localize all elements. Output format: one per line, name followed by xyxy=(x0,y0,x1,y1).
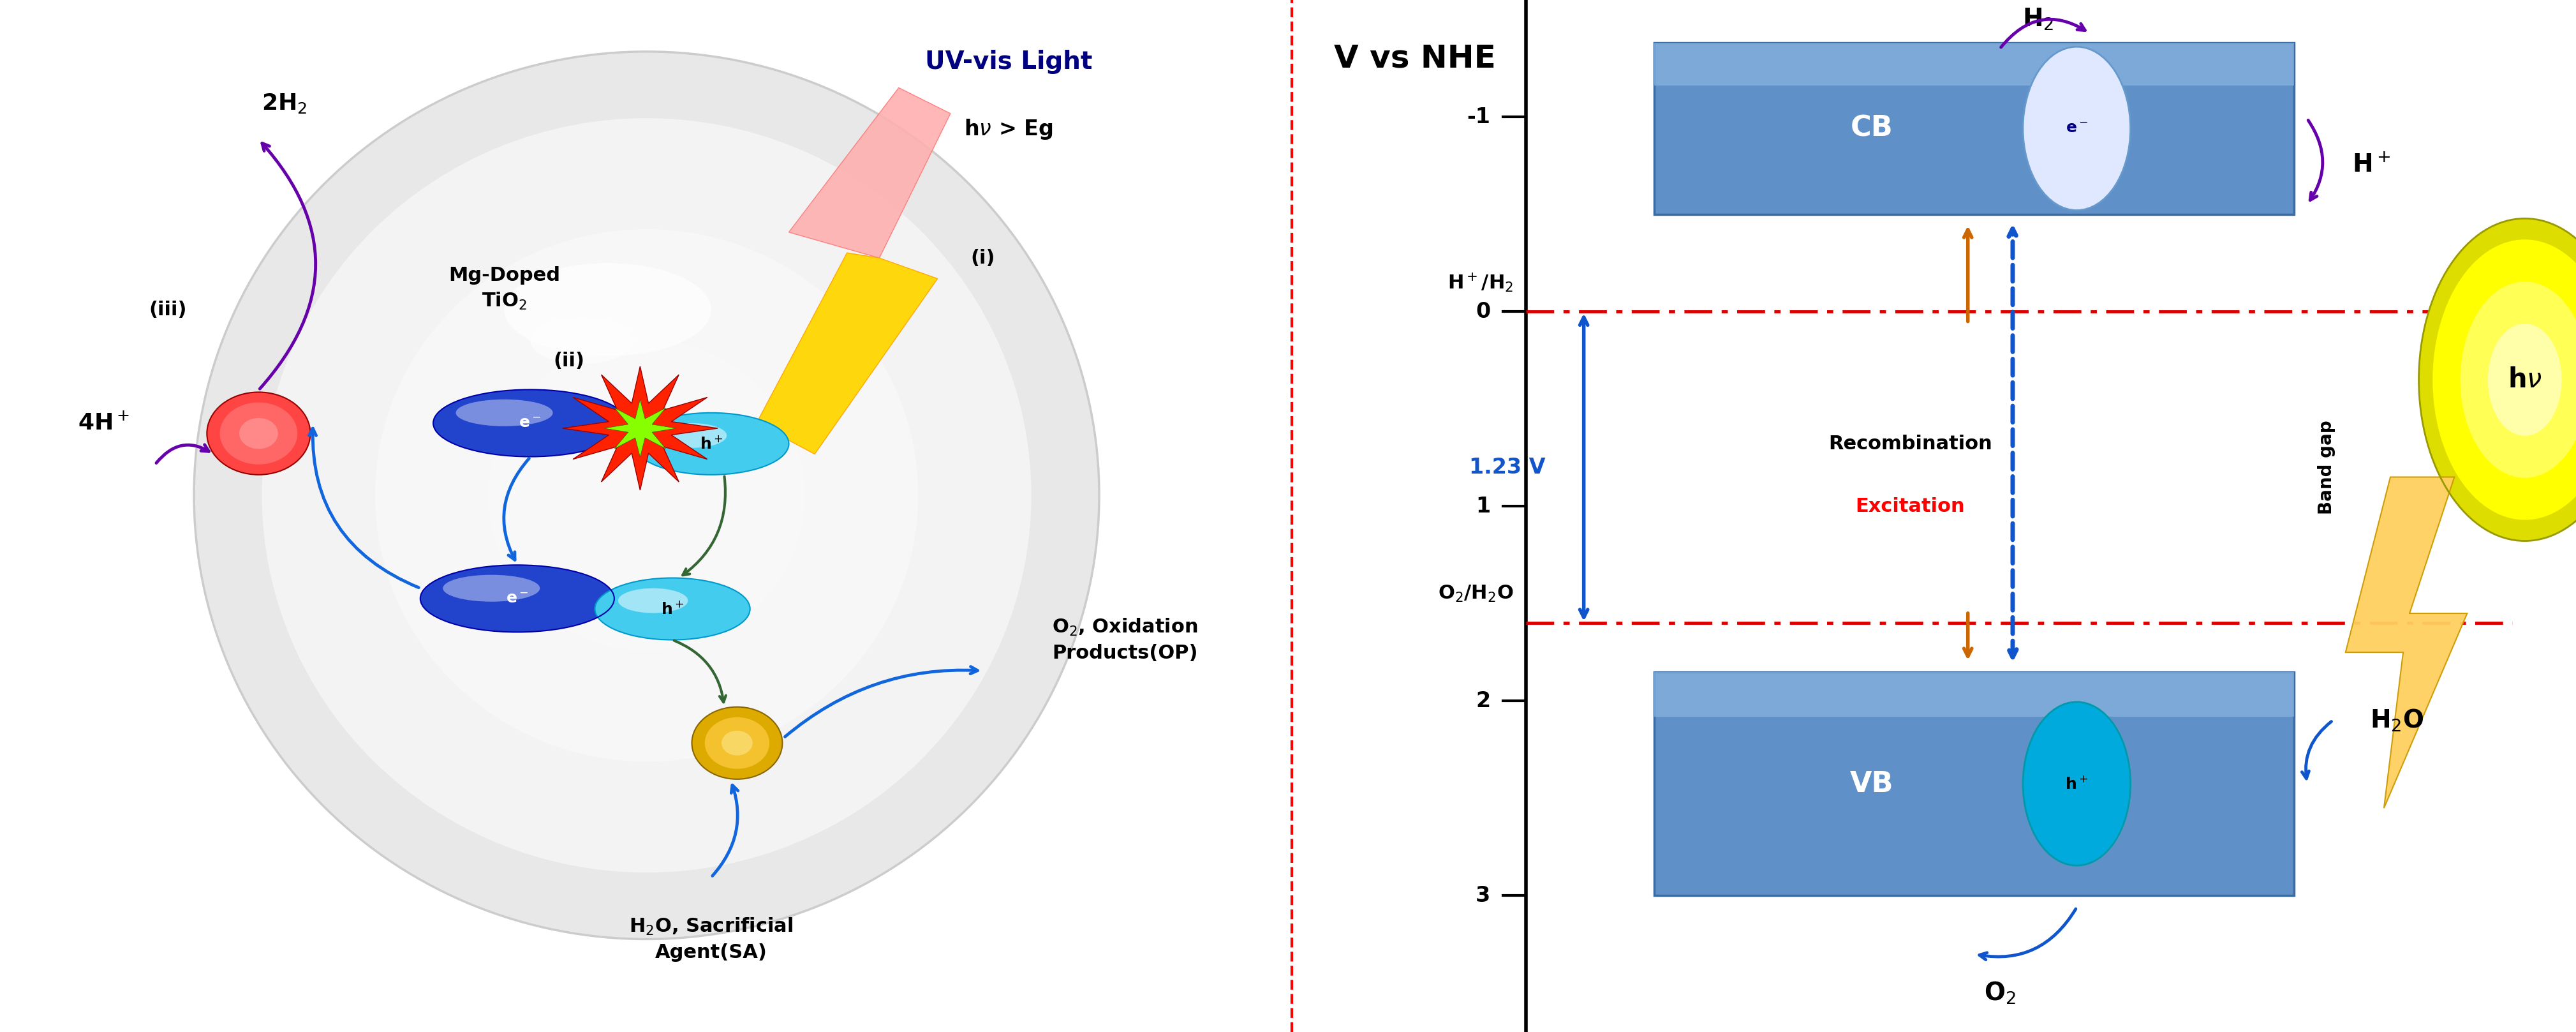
Text: 4H$^+$: 4H$^+$ xyxy=(77,412,129,434)
Text: VB: VB xyxy=(1850,770,1893,798)
Polygon shape xyxy=(757,253,938,454)
Polygon shape xyxy=(2347,477,2468,808)
Text: 1: 1 xyxy=(1476,495,1492,517)
Ellipse shape xyxy=(634,413,788,475)
FancyBboxPatch shape xyxy=(1654,43,2295,215)
Ellipse shape xyxy=(461,399,598,447)
Text: 0: 0 xyxy=(1476,301,1492,322)
Text: (ii): (ii) xyxy=(554,352,585,370)
Ellipse shape xyxy=(420,565,613,632)
Text: (iii): (iii) xyxy=(149,300,188,319)
Polygon shape xyxy=(603,399,677,457)
Circle shape xyxy=(2488,324,2561,436)
Circle shape xyxy=(721,731,752,755)
Text: 2: 2 xyxy=(1476,690,1492,711)
Text: H$^+$/H$_2$: H$^+$/H$_2$ xyxy=(1448,271,1512,293)
Text: H$_2$O, Sacrificial
Agent(SA): H$_2$O, Sacrificial Agent(SA) xyxy=(629,916,793,962)
Ellipse shape xyxy=(193,52,1100,939)
Circle shape xyxy=(2058,754,2097,813)
Circle shape xyxy=(2035,721,2117,846)
Ellipse shape xyxy=(595,578,750,640)
Text: 2H$_2$: 2H$_2$ xyxy=(263,92,307,115)
Text: O$_2$, Oxidation
Products(OP): O$_2$, Oxidation Products(OP) xyxy=(1051,617,1198,663)
Text: UV-vis Light: UV-vis Light xyxy=(925,50,1092,74)
Text: O$_2$: O$_2$ xyxy=(1984,980,2017,1006)
Ellipse shape xyxy=(618,588,688,613)
Text: h$^+$: h$^+$ xyxy=(662,601,685,617)
Text: H$_2$: H$_2$ xyxy=(2022,7,2053,32)
Circle shape xyxy=(206,392,309,475)
Text: CB: CB xyxy=(1850,115,1893,142)
FancyBboxPatch shape xyxy=(1654,672,2295,716)
Ellipse shape xyxy=(433,389,626,456)
Circle shape xyxy=(2058,99,2097,158)
Text: e$^-$: e$^-$ xyxy=(518,416,541,430)
Ellipse shape xyxy=(376,229,917,762)
Ellipse shape xyxy=(531,317,634,363)
Text: V vs NHE: V vs NHE xyxy=(1334,43,1497,73)
Text: h$\nu$ > Eg: h$\nu$ > Eg xyxy=(963,118,1054,140)
Circle shape xyxy=(2022,46,2130,211)
Circle shape xyxy=(693,707,783,779)
Text: H$_2$O: H$_2$O xyxy=(2370,708,2424,734)
Text: e$^-$: e$^-$ xyxy=(505,591,528,606)
Ellipse shape xyxy=(263,118,1030,872)
FancyBboxPatch shape xyxy=(1654,43,2295,86)
Text: Mg-Doped
TiO$_2$: Mg-Doped TiO$_2$ xyxy=(448,266,559,312)
Text: H$^+$: H$^+$ xyxy=(2352,154,2391,178)
Text: (i): (i) xyxy=(971,249,994,267)
Circle shape xyxy=(240,418,278,449)
Circle shape xyxy=(2432,239,2576,520)
Text: Recombination: Recombination xyxy=(1829,434,1991,453)
Text: h$^+$: h$^+$ xyxy=(2066,776,2089,792)
Ellipse shape xyxy=(456,399,554,426)
Ellipse shape xyxy=(505,263,711,356)
Polygon shape xyxy=(788,88,951,258)
Text: h$\nu$: h$\nu$ xyxy=(2506,366,2543,393)
Ellipse shape xyxy=(657,423,726,448)
Circle shape xyxy=(2460,282,2576,478)
Ellipse shape xyxy=(443,575,541,602)
Text: h$^+$: h$^+$ xyxy=(701,436,724,452)
Text: Excitation: Excitation xyxy=(1855,497,1965,516)
Circle shape xyxy=(219,402,296,464)
Text: Band gap: Band gap xyxy=(2318,420,2336,514)
Text: O$_2$/H$_2$O: O$_2$/H$_2$O xyxy=(1437,584,1512,604)
Circle shape xyxy=(706,717,770,769)
Circle shape xyxy=(2022,702,2130,866)
Text: 1.23 V: 1.23 V xyxy=(1468,457,1546,478)
Text: -1: -1 xyxy=(1466,106,1492,127)
Ellipse shape xyxy=(193,52,1100,939)
Text: 3: 3 xyxy=(1476,885,1492,906)
Ellipse shape xyxy=(489,340,804,650)
Circle shape xyxy=(2419,219,2576,541)
Circle shape xyxy=(2035,66,2117,191)
Ellipse shape xyxy=(448,575,585,622)
Text: e$^-$: e$^-$ xyxy=(2066,121,2089,136)
FancyBboxPatch shape xyxy=(1654,672,2295,896)
Polygon shape xyxy=(562,366,719,490)
